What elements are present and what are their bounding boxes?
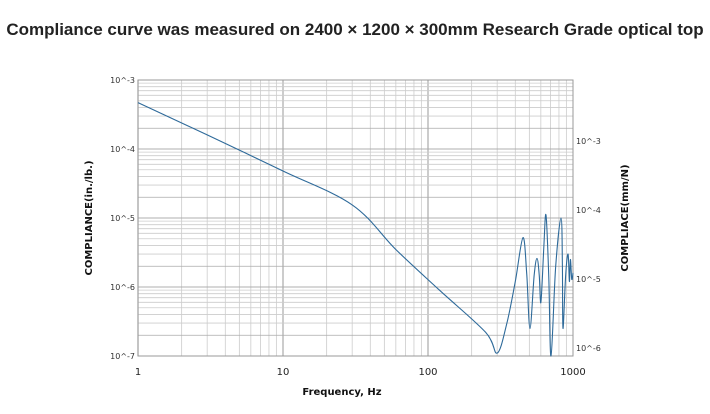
y-tick-label-left: 10^-6	[110, 283, 135, 292]
y-tick-label-right: 10^-4	[576, 206, 601, 215]
y-tick-label-right: 10^-5	[576, 275, 601, 284]
x-tick-label: 1000	[560, 367, 585, 378]
grid	[137, 79, 574, 357]
y-tick-label-left: 10^-7	[110, 352, 135, 361]
x-tick-label: 1	[135, 367, 141, 378]
compliance-line	[137, 102, 574, 357]
x-tick-label: 100	[418, 367, 437, 378]
y-tick-label-left: 10^-4	[110, 145, 135, 154]
tick-labels: 1 10 100 1000 10^-7 10^-6 10^-5 10^-4 10^-3 10^-6…	[110, 76, 601, 378]
y-axis-label-left: COMPLIANCE(in./lb.)	[84, 160, 95, 275]
x-tick-label: 10	[277, 367, 290, 378]
y-tick-label-right: 10^-6	[576, 344, 601, 353]
y-tick-label-left: 10^-3	[110, 76, 135, 85]
y-tick-label-left: 10^-5	[110, 214, 135, 223]
x-axis-label: Frequency, Hz	[302, 387, 381, 398]
plot-border	[137, 79, 574, 357]
chart-title: Compliance curve was measured on 2400 × …	[6, 20, 704, 39]
y-axis-label-right: COMPLIACE(mm/N)	[620, 164, 631, 271]
y-tick-label-right: 10^-3	[576, 137, 601, 146]
